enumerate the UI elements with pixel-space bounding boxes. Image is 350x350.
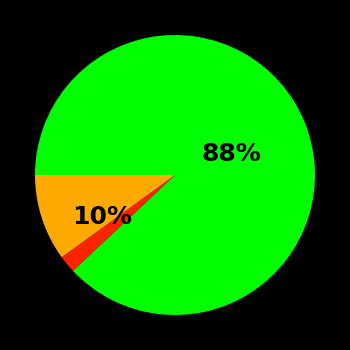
Text: 88%: 88% bbox=[201, 142, 261, 166]
Wedge shape bbox=[35, 35, 315, 315]
Wedge shape bbox=[35, 175, 175, 257]
Wedge shape bbox=[62, 175, 175, 271]
Text: 10%: 10% bbox=[72, 205, 132, 229]
